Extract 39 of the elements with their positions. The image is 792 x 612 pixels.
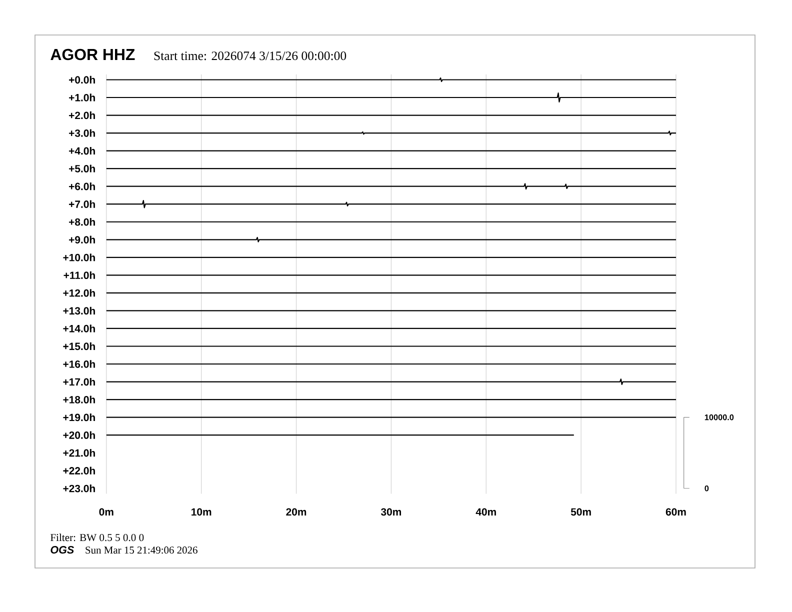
y-tick-label: +12.0h xyxy=(63,289,95,297)
y-tick-label: +6.0h xyxy=(69,182,95,190)
y2-tick-label: 0 xyxy=(704,485,709,492)
y-tick-label: +11.0h xyxy=(64,271,95,280)
x-tick-label: 0m xyxy=(99,508,114,516)
text: OGS xyxy=(50,546,74,554)
y-tick-label: +23.0h xyxy=(63,484,95,492)
y-tick-label: +8.0h xyxy=(69,218,95,226)
chart-title: AGOR HHZ xyxy=(50,48,135,60)
y-tick-label: +15.0h xyxy=(63,342,95,350)
y-tick-label: +17.0h xyxy=(63,378,95,386)
y-tick-label: +19.0h xyxy=(63,413,95,422)
y-tick-label: +9.0h xyxy=(69,236,95,244)
x-tick-label: 30m xyxy=(380,508,402,516)
y-tick-label: +10.0h xyxy=(63,254,95,262)
y-tick-label: +1.0h xyxy=(69,94,95,102)
y2-tick-label: 10000.0 xyxy=(704,414,734,420)
y-tick-label: +4.0h xyxy=(69,146,95,155)
x-tick-label: 50m xyxy=(570,508,591,516)
text: Filter: BW 0.5 5 0.0 0 xyxy=(50,534,144,542)
x-tick-label: 20m xyxy=(286,508,306,516)
y-tick-label: +22.0h xyxy=(63,466,95,474)
y-tick-label: +5.0h xyxy=(69,164,95,172)
y-tick-label: +21.0h xyxy=(63,449,95,457)
y-tick-label: +18.0h xyxy=(63,396,95,404)
y-tick-label: +0.0h xyxy=(69,76,95,84)
line-series xyxy=(106,200,676,208)
y-tick-label: +2.0h xyxy=(69,111,95,120)
y-tick-label: +13.0h xyxy=(63,306,95,315)
chart-subtitle: Start time: 2026074 3/15/26 00:00:00 xyxy=(154,52,346,60)
x-tick-label: 10m xyxy=(192,508,212,516)
y-tick-label: +20.0h xyxy=(63,431,95,439)
y-tick-label: +16.0h xyxy=(63,360,95,368)
y-tick-label: +3.0h xyxy=(69,129,95,137)
x-tick-label: 40m xyxy=(476,508,496,516)
text: Sun Mar 15 21:49:06 2026 xyxy=(86,546,198,554)
x-tick-label: 60m xyxy=(666,508,686,516)
y-tick-label: +7.0h xyxy=(69,200,95,208)
y-tick-label: +14.0h xyxy=(63,324,95,332)
